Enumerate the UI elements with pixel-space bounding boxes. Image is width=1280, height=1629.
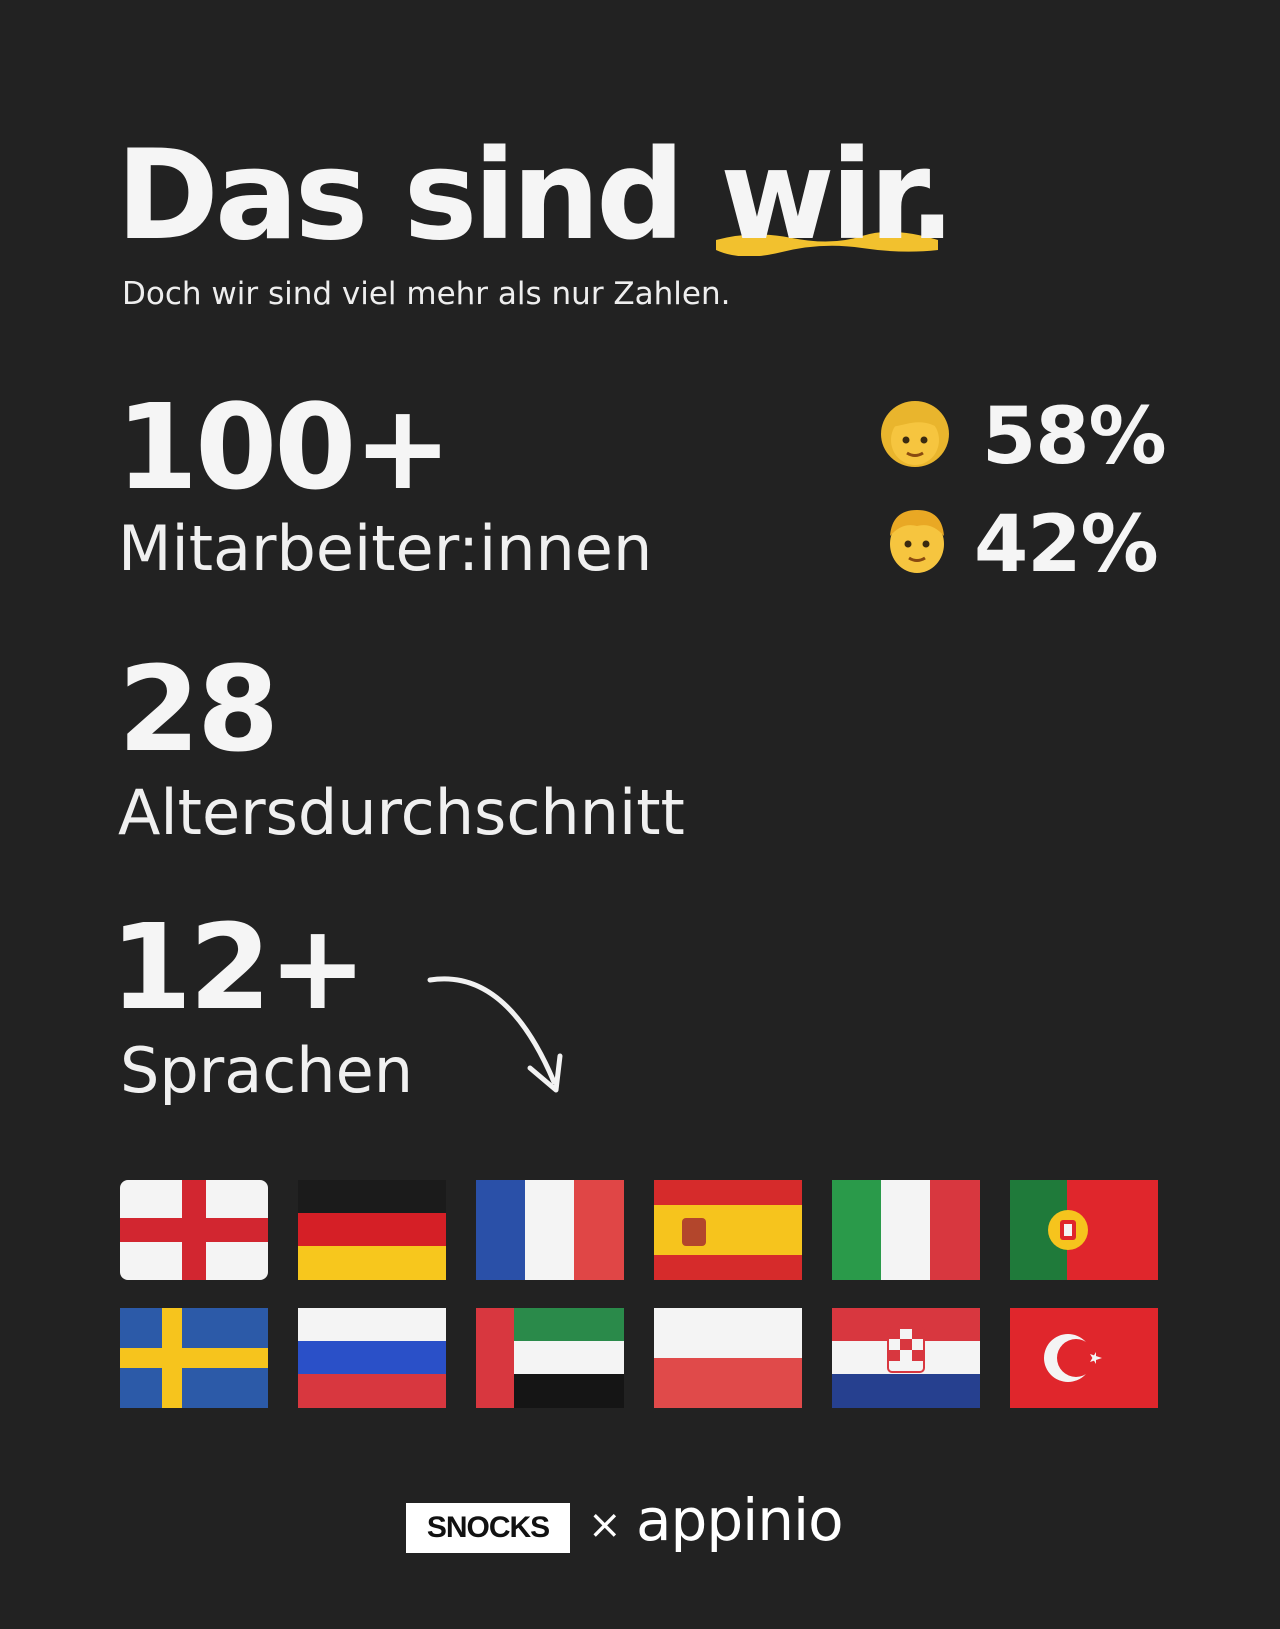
languages-count: 12+ xyxy=(110,898,367,1036)
age-value: 28 xyxy=(118,640,279,778)
male-percentage: 42% xyxy=(974,500,1159,590)
title-highlight: wir. xyxy=(716,128,956,264)
flag-germany-icon xyxy=(298,1180,446,1280)
flag-england-icon xyxy=(120,1180,268,1280)
flag-sweden-icon xyxy=(120,1308,268,1408)
flag-poland-icon xyxy=(654,1308,802,1408)
languages-label: Sprachen xyxy=(120,1034,414,1107)
flag-croatia-icon xyxy=(832,1308,980,1408)
title-lead: Das sind xyxy=(116,124,685,268)
separator: × xyxy=(588,1502,622,1548)
flag-italy-icon xyxy=(832,1180,980,1280)
age-label: Altersdurchschnitt xyxy=(118,776,685,849)
subtitle: Doch wir sind viel mehr als nur Zahlen. xyxy=(122,276,731,312)
employees-label: Mitarbeiter:innen xyxy=(118,512,653,585)
curved-arrow-icon xyxy=(426,972,586,1106)
man-emoji-icon xyxy=(884,506,950,578)
flag-france-icon xyxy=(476,1180,624,1280)
appinio-logo: appinio xyxy=(636,1486,844,1554)
flag-russia-icon xyxy=(298,1308,446,1408)
flag-uae-icon xyxy=(476,1308,624,1408)
female-percentage: 58% xyxy=(982,392,1167,482)
flag-portugal-icon xyxy=(1010,1180,1158,1280)
flag-spain-icon xyxy=(654,1180,802,1280)
flag-turkey-icon xyxy=(1010,1308,1158,1408)
page-title: Das sind wir. xyxy=(116,128,956,264)
snocks-logo: SNOCKS xyxy=(406,1503,570,1553)
employees-count: 100+ xyxy=(116,378,452,516)
woman-emoji-icon xyxy=(876,398,954,472)
